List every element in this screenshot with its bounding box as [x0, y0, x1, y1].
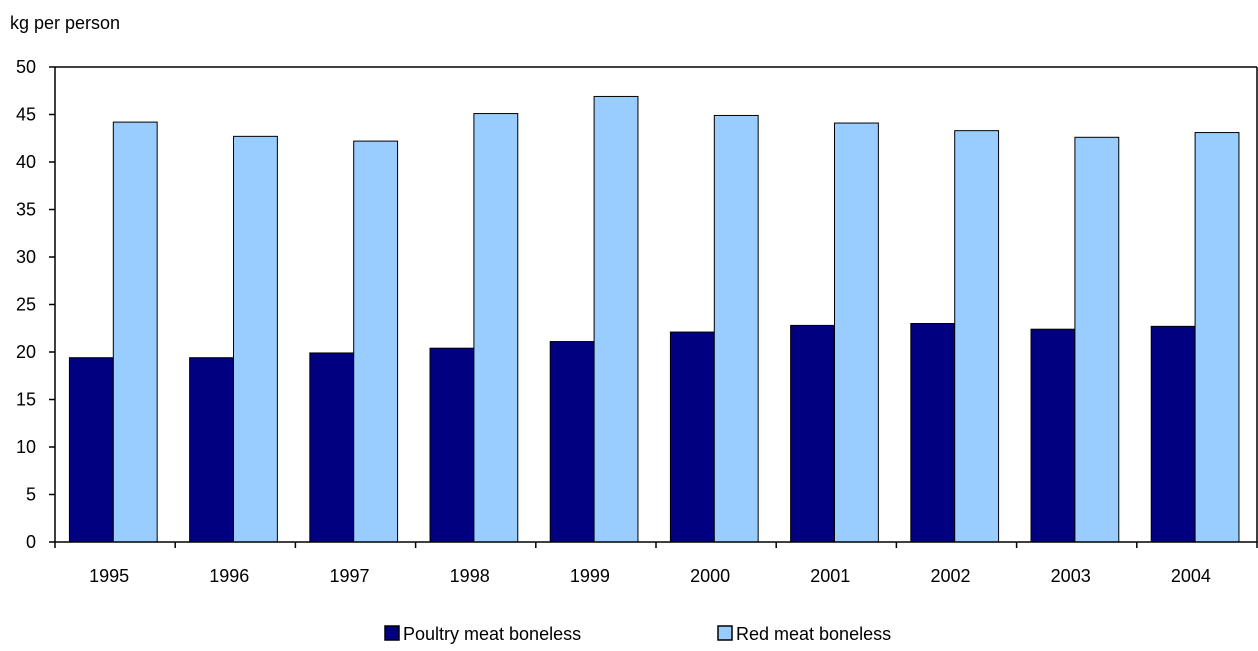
x-tick-label-2002: 2002 [930, 566, 970, 586]
bar-poultry-2000 [669, 331, 715, 543]
bar-red-meat-2003 [1074, 136, 1120, 543]
bar-poultry-2002 [910, 323, 956, 543]
x-tick-label-1997: 1997 [329, 566, 369, 586]
y-tick-label-50: 50 [16, 57, 36, 77]
bar-red-meat-2000 [713, 114, 759, 543]
x-tick-label-2003: 2003 [1051, 566, 1091, 586]
x-tick-label-1999: 1999 [570, 566, 610, 586]
bar-red-meat-2001 [834, 122, 879, 543]
bar-red-meat-1998 [473, 113, 519, 543]
bar-poultry-2004 [1150, 325, 1196, 543]
bar-poultry-1997 [309, 352, 355, 543]
x-tick-label-2001: 2001 [810, 566, 850, 586]
y-tick-label-25: 25 [16, 295, 36, 315]
y-tick-label-20: 20 [16, 342, 36, 362]
y-axis-title: kg per person [10, 13, 120, 33]
axes-group: 1995 1996 1997 1998 1999 2000 2001 2002 2003 2004… [16, 57, 1258, 586]
x-tick-label-2004: 2004 [1171, 566, 1211, 586]
bar-red-meat-2002 [954, 130, 1000, 543]
bar-red-meat-2004 [1194, 132, 1240, 543]
legend-label-poultry: Poultry meat boneless [403, 624, 581, 644]
bar-poultry-1995 [68, 357, 114, 543]
bar-red-meat-1999 [593, 95, 639, 543]
bar-red-meat-1996 [233, 135, 278, 543]
legend-swatch-poultry [384, 625, 400, 641]
bar-poultry-2003 [1030, 328, 1076, 543]
legend-label-red-meat: Red meat boneless [736, 624, 891, 644]
legend: Poultry meat boneless Red meat boneless [384, 624, 891, 644]
y-tick-label-30: 30 [16, 247, 36, 267]
y-tick-label-5: 5 [26, 485, 36, 505]
bar-poultry-1999 [549, 341, 595, 543]
y-tick-label-45: 45 [16, 105, 36, 125]
bar-poultry-1998 [429, 347, 475, 543]
bar-red-meat-1997 [353, 140, 399, 543]
bar-poultry-2001 [790, 324, 835, 543]
y-tick-label-40: 40 [16, 152, 36, 172]
bar-poultry-1996 [189, 357, 234, 543]
x-tick-label-2000: 2000 [690, 566, 730, 586]
y-tick-label-15: 15 [16, 390, 36, 410]
bars-group [68, 95, 1240, 543]
x-tick-label-1996: 1996 [209, 566, 249, 586]
bar-red-meat-1995 [112, 121, 158, 543]
legend-swatch-red-meat [717, 625, 733, 641]
x-tick-label-1995: 1995 [89, 566, 129, 586]
y-tick-label-10: 10 [16, 437, 36, 457]
x-tick-label-1998: 1998 [450, 566, 490, 586]
y-tick-label-35: 35 [16, 200, 36, 220]
y-tick-label-0: 0 [26, 532, 36, 552]
